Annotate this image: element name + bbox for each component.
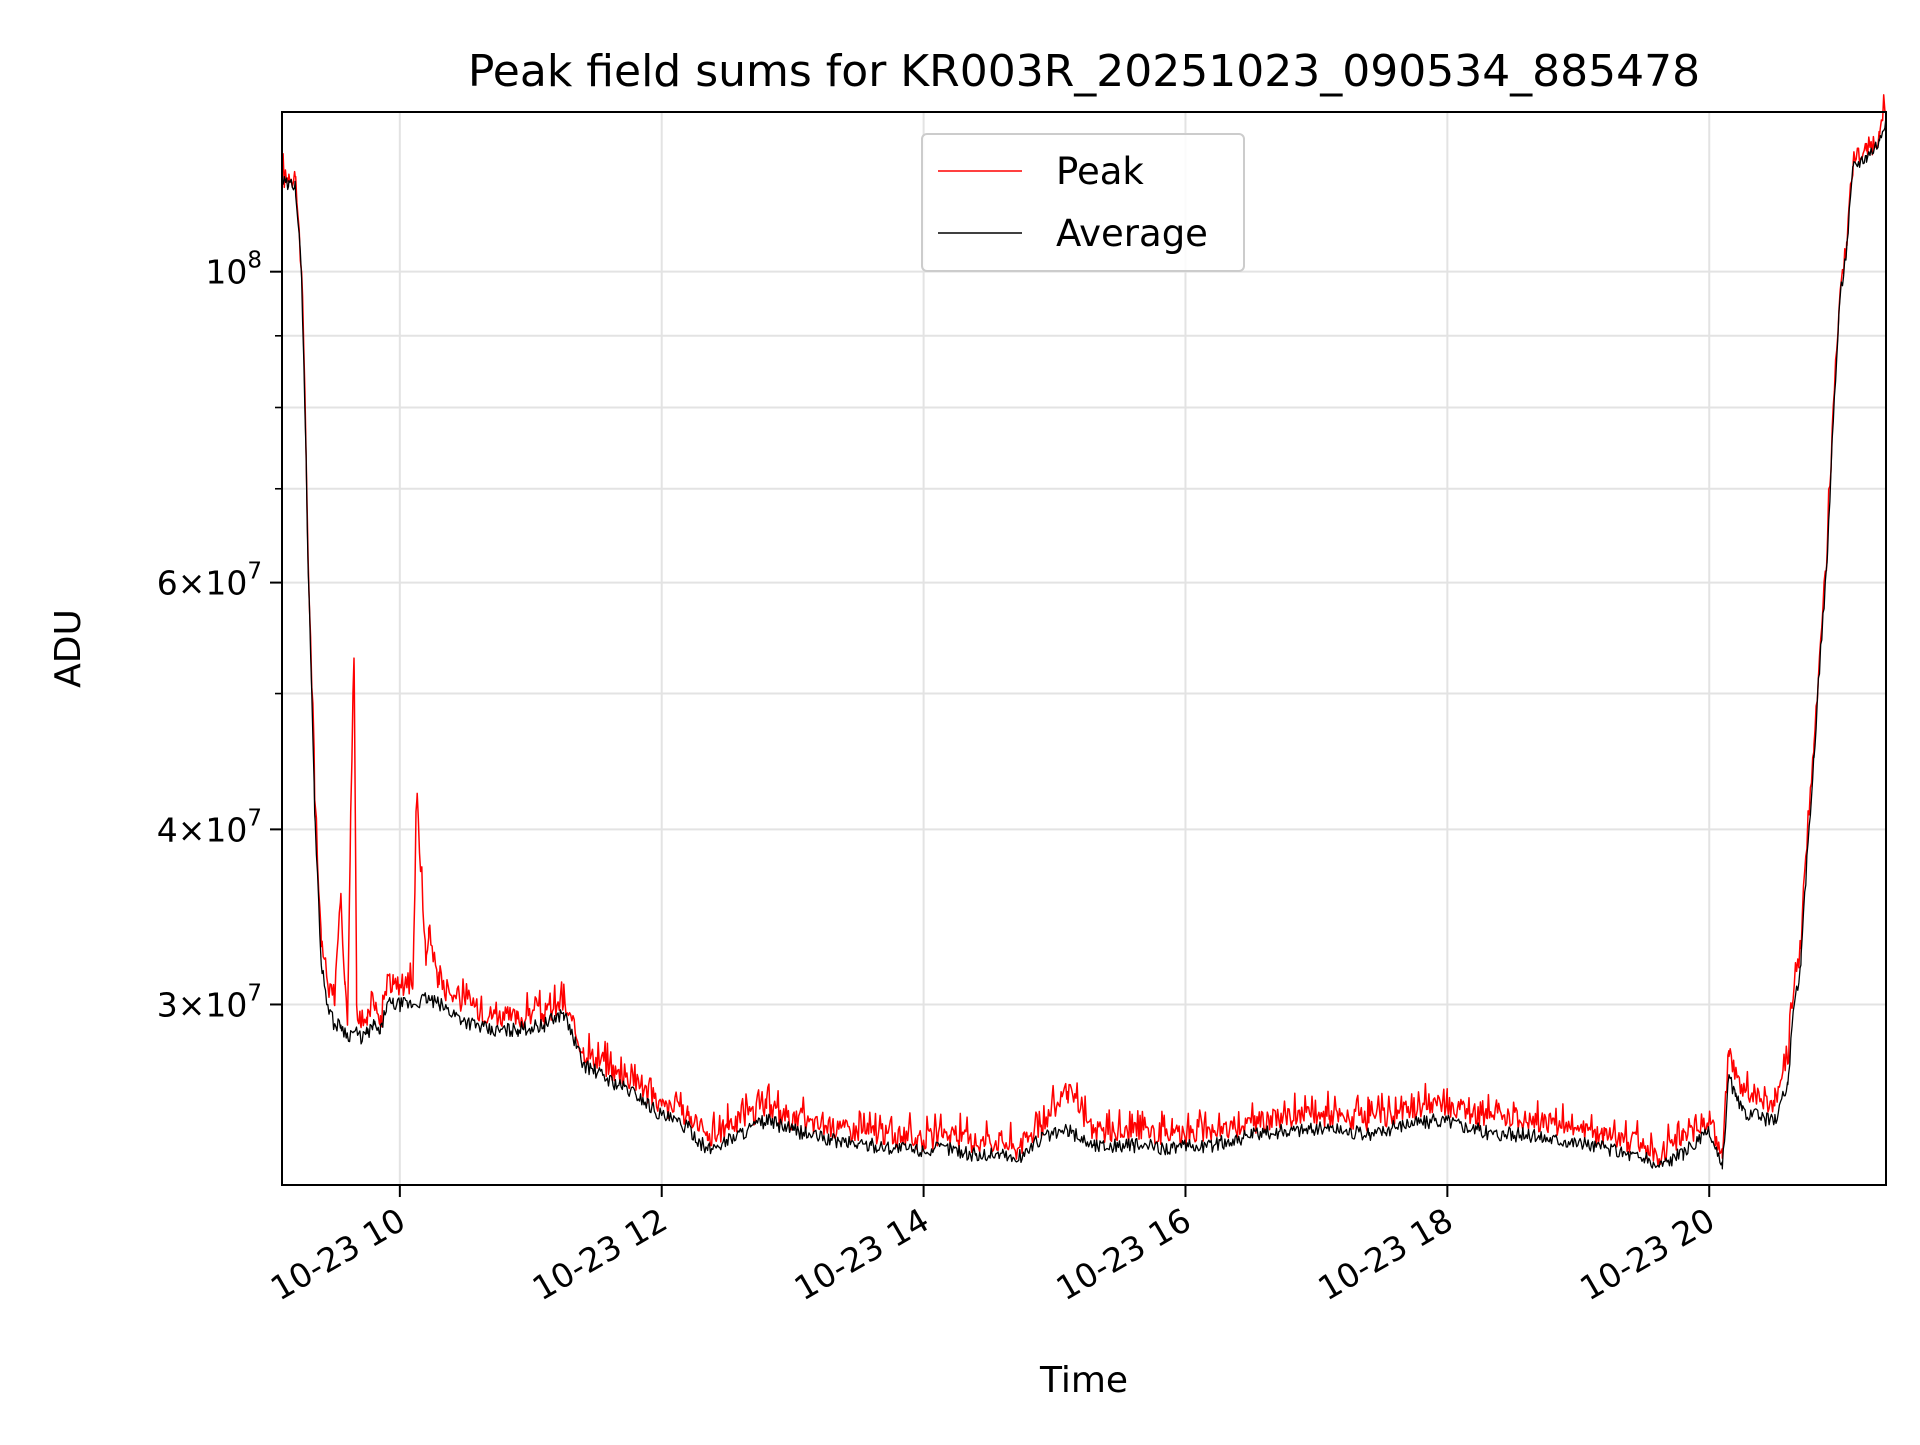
legend-label-peak: Peak	[1056, 150, 1144, 193]
y-tick-base: 10	[205, 985, 247, 1024]
y-tick-base: 10	[205, 564, 247, 603]
series-line-peak	[281, 94, 1887, 1167]
y-tick-exponent: 7	[247, 805, 262, 831]
y-tick-label: 108	[205, 248, 262, 292]
y-tick-mantissa: 3	[157, 985, 178, 1024]
data-series	[281, 94, 1887, 1170]
y-tick-label: 6×107	[157, 559, 262, 603]
y-tick-exponent: 7	[247, 980, 262, 1006]
y-tick-times: ×	[178, 564, 206, 603]
chart-title: Peak field sums for KR003R_20251023_0905…	[468, 46, 1700, 97]
y-tick-base: 10	[205, 810, 247, 849]
y-tick-times: ×	[178, 985, 206, 1024]
y-tick-mantissa: 4	[157, 810, 178, 849]
y-tick-exponent: 7	[247, 559, 262, 585]
y-tick-mantissa: 6	[157, 564, 178, 603]
plot-frame	[281, 111, 1887, 1186]
y-axis-label: ADU	[48, 609, 89, 688]
x-axis-label: Time	[1039, 1360, 1128, 1401]
legend-box	[921, 133, 1245, 272]
series-line-average	[281, 116, 1887, 1170]
y-tick-label: 3×107	[157, 980, 262, 1024]
y-tick-base: 10	[205, 253, 247, 292]
legend-label-average: Average	[1056, 212, 1208, 255]
legend: Peak Average	[921, 133, 1245, 272]
y-tick-exponent: 8	[247, 248, 262, 274]
y-tick-label: 4×107	[157, 805, 262, 849]
y-tick-times: ×	[178, 810, 206, 849]
